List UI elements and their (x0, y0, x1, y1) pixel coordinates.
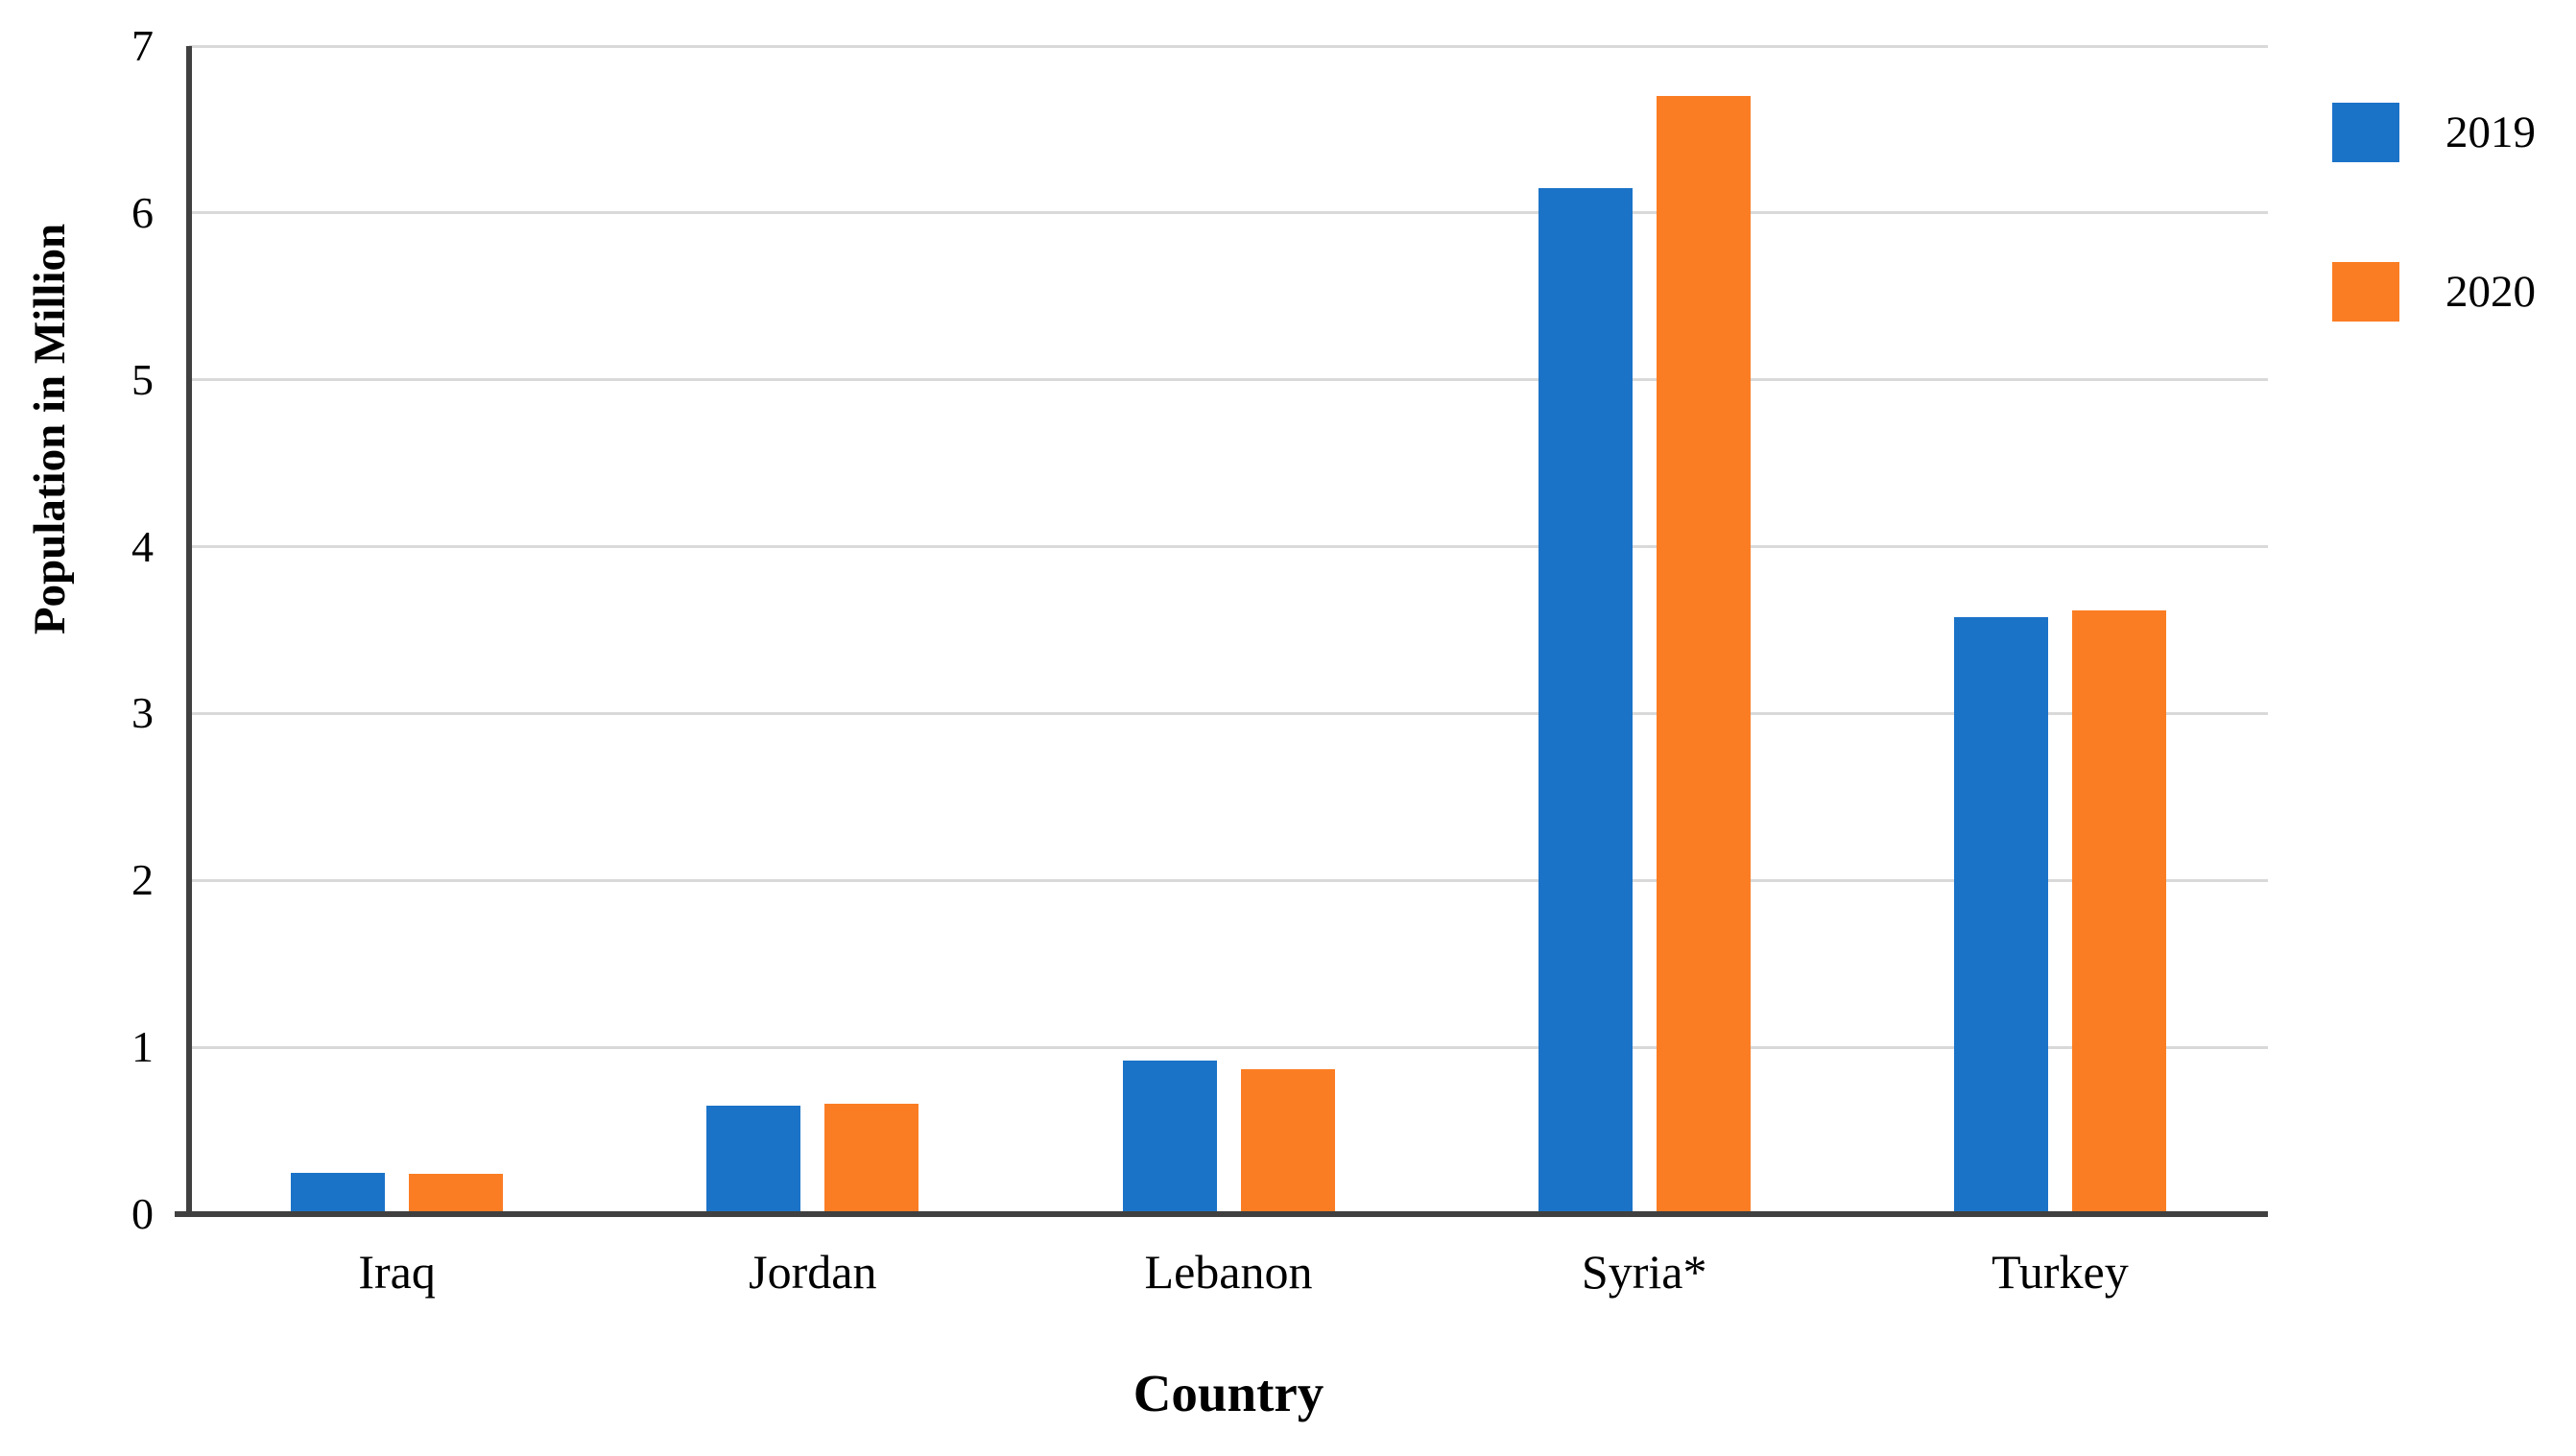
bar-2019-iraq (291, 1172, 386, 1216)
bar-2020-turkey (2071, 609, 2166, 1216)
bar-2020-syria (1656, 96, 1751, 1216)
x-axis-title: Country (1133, 1364, 1324, 1422)
y-tick-label-7: 7 (131, 21, 154, 70)
gridline-1 (189, 1045, 2268, 1049)
bar-2020-iraq (409, 1174, 504, 1216)
gridline-3 (189, 711, 2268, 715)
y-tick-label-4: 4 (131, 521, 154, 571)
y-tick-label-5: 5 (131, 354, 154, 404)
bar-2020-jordan (824, 1104, 919, 1216)
legend-item-2019: 2019 (2332, 103, 2536, 162)
bar-2019-turkey (1953, 616, 2048, 1216)
x-axis-line (175, 1211, 2268, 1217)
legend-item-2020: 2020 (2332, 262, 2536, 322)
legend-swatch-2020 (2332, 262, 2399, 322)
bar-2019-jordan (706, 1105, 801, 1216)
bar-2019-lebanon (1122, 1061, 1217, 1216)
bar-2019-syria (1538, 187, 1633, 1216)
gridline-2 (189, 878, 2268, 882)
y-tick-label-3: 3 (131, 688, 154, 738)
x-tick-label-turkey: Turkey (1992, 1245, 2129, 1299)
x-tick-label-syria: Syria* (1581, 1245, 1707, 1299)
x-tick-label-iraq: Iraq (358, 1245, 436, 1299)
x-tick-label-jordan: Jordan (749, 1245, 877, 1299)
legend-swatch-2019 (2332, 103, 2399, 162)
y-axis-title: Population in Million (25, 223, 75, 635)
y-axis-line (186, 46, 192, 1214)
y-tick-label-0: 0 (131, 1189, 154, 1238)
gridline-6 (189, 211, 2268, 215)
gridline-5 (189, 378, 2268, 382)
y-tick-label-1: 1 (131, 1022, 154, 1072)
x-tick-label-lebanon: Lebanon (1144, 1245, 1313, 1299)
gridline-7 (189, 44, 2268, 48)
y-tick-label-2: 2 (131, 855, 154, 905)
gridline-4 (189, 545, 2268, 549)
legend-label-2020: 2020 (2445, 267, 2536, 317)
y-tick-label-6: 6 (131, 187, 154, 237)
legend-label-2019: 2019 (2445, 107, 2536, 157)
bar-2020-lebanon (1240, 1068, 1335, 1216)
